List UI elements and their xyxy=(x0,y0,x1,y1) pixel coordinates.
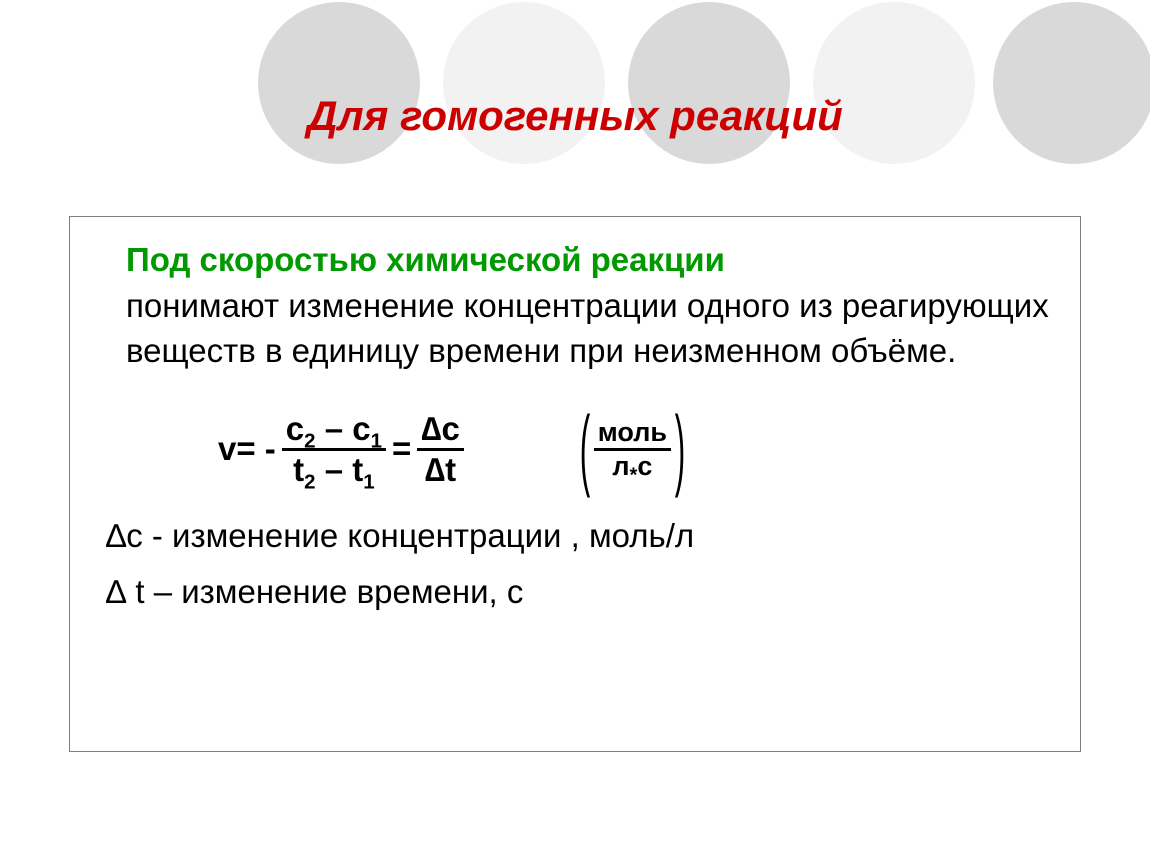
paren-right: ) xyxy=(675,413,685,485)
definition-body: понимают изменение концентрации одного и… xyxy=(126,287,1049,370)
formula-frac2: ∆c ∆t xyxy=(417,410,464,489)
frac2-den-t: t xyxy=(445,451,456,488)
legend1-sym: ∆c - xyxy=(106,517,172,554)
legend-line-1: ∆c - изменение концентрации , моль/л xyxy=(98,517,1052,555)
content-box: Под скоростью химической реакции понимаю… xyxy=(69,216,1081,752)
frac1-num-c2: c xyxy=(286,410,304,447)
frac2-num-c: c xyxy=(441,410,459,447)
frac1-num-minus: – xyxy=(316,410,353,447)
frac1-den-t1: t xyxy=(352,451,363,488)
legend-line-2: ∆ t – изменение времени, с xyxy=(98,573,1052,611)
frac2-num-delta: ∆ xyxy=(421,410,441,447)
unit-frac: моль л*с xyxy=(594,417,671,482)
unit-num: моль xyxy=(598,417,667,447)
formula-v: v xyxy=(218,430,236,468)
unit-den-s: с xyxy=(637,451,652,481)
unit-den-l: л xyxy=(612,451,629,481)
paren-left: ( xyxy=(580,413,590,485)
legend2-sym: ∆ t – xyxy=(106,573,181,610)
formula-eq1: = - xyxy=(236,430,275,468)
formula: v = - c2 – c1 t2 – t1 = ∆c ∆t ( xyxy=(98,410,1052,489)
frac1-den-t2-sub: 2 xyxy=(304,470,315,493)
formula-frac1: c2 – c1 t2 – t1 xyxy=(282,410,386,489)
frac1-den-minus: – xyxy=(316,451,353,488)
legend1-text: изменение концентрации , моль/л xyxy=(172,517,694,554)
frac1-den-t1-sub: 1 xyxy=(363,470,374,493)
formula-eq2: = xyxy=(392,430,411,468)
frac2-den-delta: ∆ xyxy=(425,451,445,488)
frac1-den-t2: t xyxy=(293,451,304,488)
legend2-text: изменение времени, с xyxy=(181,573,523,610)
slide-title: Для гомогенных реакций xyxy=(0,92,1150,140)
definition-lead: Под скоростью химической реакции xyxy=(126,241,725,278)
formula-unit: ( моль л*с ) xyxy=(570,413,695,485)
frac1-num-c1: c xyxy=(352,410,370,447)
